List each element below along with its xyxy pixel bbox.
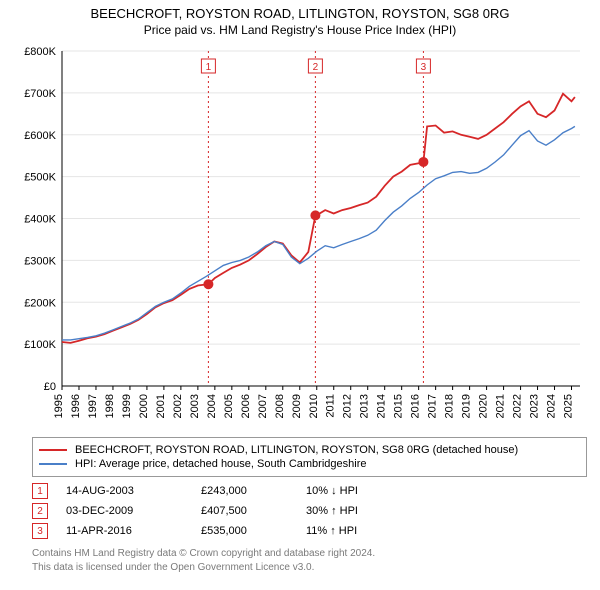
y-tick-label: £300K xyxy=(24,255,56,267)
chart-title-main: BEECHCROFT, ROYSTON ROAD, LITLINGTON, RO… xyxy=(0,6,600,21)
event-marker-label: 2 xyxy=(313,62,319,73)
x-tick-label: 2003 xyxy=(189,394,201,418)
x-tick-label: 2011 xyxy=(325,394,337,418)
y-tick-label: £400K xyxy=(24,214,56,226)
x-tick-label: 2008 xyxy=(274,394,286,418)
x-tick-label: 2018 xyxy=(444,394,456,418)
event-number-badge: 3 xyxy=(32,523,48,539)
legend-label: BEECHCROFT, ROYSTON ROAD, LITLINGTON, RO… xyxy=(75,444,518,456)
x-tick-label: 2019 xyxy=(461,394,473,418)
legend-swatch xyxy=(39,449,67,451)
event-dot xyxy=(203,279,213,289)
event-hpi-delta: 10% ↓ HPI xyxy=(306,485,358,497)
x-tick-label: 2002 xyxy=(172,394,184,418)
x-tick-label: 2010 xyxy=(308,394,320,418)
y-tick-label: £800K xyxy=(24,46,56,58)
y-tick-label: £200K xyxy=(24,297,56,309)
x-tick-label: 2014 xyxy=(376,394,388,418)
series-line xyxy=(62,126,575,340)
x-tick-label: 2020 xyxy=(478,394,490,418)
event-price: £243,000 xyxy=(201,485,306,497)
y-tick-label: £100K xyxy=(24,339,56,351)
sale-event-row: 2 03-DEC-2009£407,50030% ↑ HPI xyxy=(32,503,587,519)
event-number-badge: 1 xyxy=(32,483,48,499)
event-marker-label: 3 xyxy=(421,62,427,73)
sale-event-row: 3 11-APR-2016£535,00011% ↑ HPI xyxy=(32,523,587,539)
x-tick-label: 1996 xyxy=(70,394,82,418)
x-tick-label: 2015 xyxy=(393,394,405,418)
title-block: BEECHCROFT, ROYSTON ROAD, LITLINGTON, RO… xyxy=(0,0,600,37)
x-tick-label: 2025 xyxy=(563,394,575,418)
y-tick-label: £700K xyxy=(24,88,56,100)
sale-events: 1 14-AUG-2003£243,00010% ↓ HPI 2 03-DEC-200… xyxy=(32,483,587,539)
license-footer: Contains HM Land Registry data © Crown c… xyxy=(32,547,587,574)
x-tick-label: 2017 xyxy=(427,394,439,418)
legend: BEECHCROFT, ROYSTON ROAD, LITLINGTON, RO… xyxy=(32,437,587,477)
event-price: £407,500 xyxy=(201,505,306,517)
price-chart: £0 £100K £200K £300K £400K £500K £600K £700K £80… xyxy=(10,41,590,431)
x-tick-label: 1997 xyxy=(87,394,99,418)
x-tick-label: 1998 xyxy=(104,394,116,418)
x-tick-label: 1999 xyxy=(121,394,133,418)
y-tick-label: £500K xyxy=(24,172,56,184)
event-marker-label: 1 xyxy=(206,62,212,73)
legend-label: HPI: Average price, detached house, Sout… xyxy=(75,458,366,470)
legend-item: HPI: Average price, detached house, Sout… xyxy=(39,458,580,470)
x-tick-label: 2006 xyxy=(240,394,252,418)
x-tick-label: 2016 xyxy=(410,394,422,418)
x-tick-label: 2012 xyxy=(342,394,354,418)
event-number-badge: 2 xyxy=(32,503,48,519)
event-hpi-delta: 11% ↑ HPI xyxy=(306,525,357,537)
legend-item: BEECHCROFT, ROYSTON ROAD, LITLINGTON, RO… xyxy=(39,444,580,456)
chart-title-sub: Price paid vs. HM Land Registry's House … xyxy=(0,23,600,37)
x-tick-label: 2023 xyxy=(529,394,541,418)
event-hpi-delta: 30% ↑ HPI xyxy=(306,505,358,517)
x-tick-label: 2009 xyxy=(291,394,303,418)
footer-line-1: Contains HM Land Registry data © Crown c… xyxy=(32,547,587,561)
x-tick-label: 2005 xyxy=(223,394,235,418)
x-tick-label: 2021 xyxy=(495,394,507,418)
x-tick-label: 1995 xyxy=(53,394,65,418)
event-date: 03-DEC-2009 xyxy=(66,505,201,517)
event-dot xyxy=(310,210,320,220)
event-dot xyxy=(418,157,428,167)
x-tick-label: 2004 xyxy=(206,394,218,418)
chart-svg: £0 £100K £200K £300K £400K £500K £600K £700K £80… xyxy=(10,41,590,431)
x-tick-label: 2024 xyxy=(546,394,558,418)
x-tick-label: 2013 xyxy=(359,394,371,418)
footer-line-2: This data is licensed under the Open Gov… xyxy=(32,561,587,575)
sale-event-row: 1 14-AUG-2003£243,00010% ↓ HPI xyxy=(32,483,587,499)
event-price: £535,000 xyxy=(201,525,306,537)
x-tick-label: 2022 xyxy=(512,394,524,418)
y-tick-label: £0 xyxy=(44,381,56,393)
event-date: 11-APR-2016 xyxy=(66,525,201,537)
legend-swatch xyxy=(39,463,67,465)
event-date: 14-AUG-2003 xyxy=(66,485,201,497)
x-tick-label: 2000 xyxy=(138,394,150,418)
x-tick-label: 2007 xyxy=(257,394,269,418)
x-tick-label: 2001 xyxy=(155,394,167,418)
y-tick-label: £600K xyxy=(24,130,56,142)
